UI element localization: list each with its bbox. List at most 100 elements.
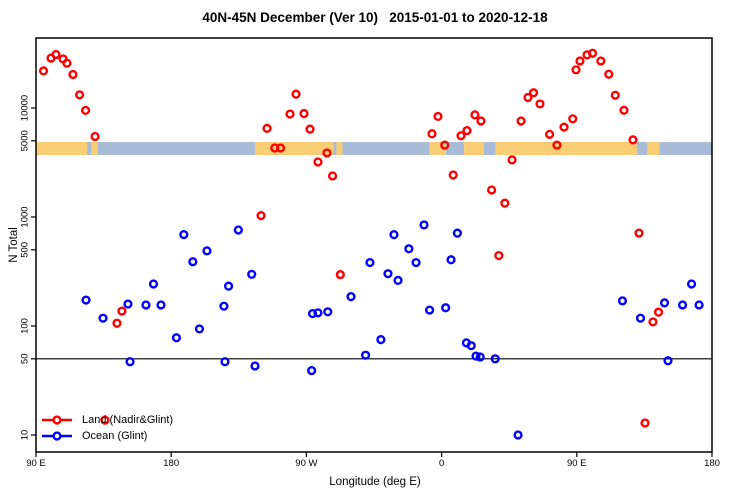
ocean-point	[694, 300, 704, 310]
y-tick-label: 10000	[20, 95, 31, 121]
x-axis-label: Longitude (deg E)	[329, 476, 421, 488]
ocean-point	[360, 350, 371, 360]
land-point	[112, 318, 122, 328]
x-tick-label: 90 E	[26, 458, 46, 469]
ocean-point	[148, 279, 159, 289]
land-point	[648, 317, 658, 327]
map-strip-ocean	[446, 142, 465, 155]
y-axis-label: N Total	[8, 227, 20, 263]
map-strip-land	[36, 142, 88, 155]
land-point	[640, 418, 650, 428]
map-strip-land	[495, 142, 637, 155]
land-point	[117, 306, 127, 316]
y-tick-label-group: 10000	[20, 95, 31, 121]
ocean-point	[98, 313, 108, 323]
map-strip-ocean	[659, 142, 712, 155]
x-tick-label: 90 E	[567, 458, 587, 469]
land-point	[545, 129, 555, 139]
map-strip-land	[336, 142, 343, 155]
land-point	[427, 129, 437, 139]
ocean-point	[404, 244, 414, 254]
ocean-point	[179, 229, 189, 240]
y-tick-label-group: 100	[20, 318, 31, 334]
land-point	[327, 171, 338, 181]
ocean-point	[513, 430, 523, 440]
ocean-point	[419, 220, 429, 230]
land-point	[494, 250, 504, 261]
ocean-point	[219, 301, 229, 311]
legend: Land (Nadir&Glint) Ocean (Glint)	[40, 412, 173, 444]
ocean-point	[659, 298, 670, 308]
land-point	[559, 122, 569, 132]
land-point	[568, 114, 578, 124]
plot-border	[35, 37, 713, 453]
ocean-point	[171, 333, 182, 343]
land-point	[51, 49, 61, 60]
ocean-point	[389, 230, 399, 240]
map-strip-land	[464, 142, 484, 155]
ocean-point	[441, 303, 451, 313]
land-point	[507, 155, 517, 165]
ocean-point	[663, 356, 673, 366]
y-tick-label: 50	[20, 354, 31, 365]
ocean-point	[617, 296, 628, 306]
ocean-point	[81, 295, 91, 305]
map-strip-ocean	[636, 142, 648, 155]
ocean-point	[188, 257, 198, 267]
ocean-point	[323, 307, 333, 317]
land-point	[68, 69, 78, 80]
ocean-point	[393, 275, 403, 286]
land-point	[653, 307, 664, 317]
map-strip-ocean	[342, 142, 430, 155]
ocean-point	[383, 269, 393, 279]
ocean-point	[233, 225, 243, 235]
land-point	[291, 89, 301, 99]
y-tick-label-group: 1000	[20, 206, 31, 227]
ocean-point	[307, 365, 317, 376]
map-strip-ocean	[97, 142, 256, 155]
land-marker-icon	[42, 415, 72, 425]
ocean-point	[686, 279, 697, 289]
y-tick-label-group: 5000	[20, 130, 31, 151]
y-tick-label: 5000	[20, 130, 31, 151]
map-strip-land	[255, 142, 334, 155]
land-point	[100, 415, 110, 425]
land-point	[552, 140, 562, 150]
land-point	[322, 148, 332, 158]
ocean-point	[471, 351, 481, 361]
ocean-point	[677, 300, 688, 310]
land-point	[38, 66, 49, 76]
land-point	[587, 48, 598, 58]
ocean-point	[446, 255, 456, 265]
land-point	[80, 105, 91, 116]
land-point	[335, 270, 345, 280]
land-point	[275, 143, 286, 153]
ocean-point	[365, 257, 375, 268]
ocean-point	[194, 324, 205, 334]
land-point	[535, 99, 545, 109]
land-point	[470, 110, 480, 120]
ocean-point	[156, 300, 166, 310]
ocean-point	[376, 335, 386, 345]
y-tick-label-group: 50	[20, 354, 31, 365]
chart-title: 40N-45N December (Ver 10) 2015-01-01 to …	[202, 10, 548, 25]
ocean-point	[247, 269, 257, 279]
land-point	[528, 88, 539, 98]
ocean-point	[452, 228, 462, 238]
ocean-point	[466, 341, 476, 351]
y-tick-label: 100	[20, 318, 31, 334]
x-tick-label: 180	[163, 458, 179, 469]
legend-item-land: Land (Nadir&Glint)	[40, 412, 173, 428]
land-point	[500, 198, 510, 208]
ocean-point	[123, 299, 133, 309]
map-strip-ocean	[333, 142, 337, 155]
ocean-point	[411, 257, 421, 268]
ocean-point	[313, 308, 323, 318]
ocean-point	[424, 305, 435, 315]
land-point	[516, 116, 526, 126]
legend-label-ocean: Ocean (Glint)	[82, 430, 148, 442]
ocean-point	[223, 281, 234, 291]
land-point	[575, 56, 585, 66]
land-point	[262, 123, 272, 133]
